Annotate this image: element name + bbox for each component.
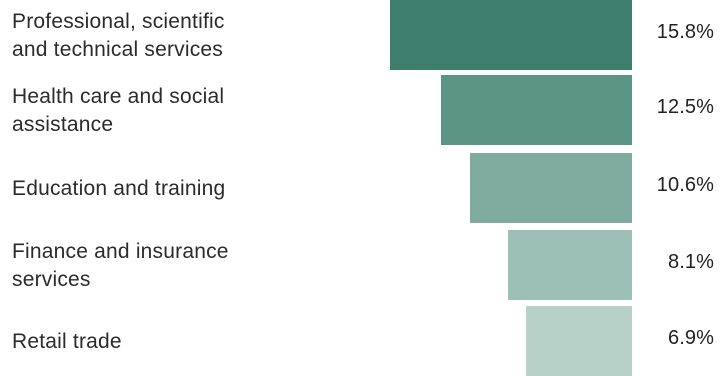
bar [508,230,632,300]
value-label: 12.5% [656,96,714,118]
value-label: 15.8% [656,21,714,43]
category-label: Professional, scientific and technical s… [12,10,225,61]
category-label: Retail trade [12,330,122,353]
bar [526,306,632,376]
value-label: 8.1% [668,251,714,273]
value-label: 10.6% [656,174,714,196]
category-label: Finance and insurance services [12,240,229,291]
value-label: 6.9% [668,327,714,349]
category-label: Education and training [12,177,226,200]
bar [390,0,632,70]
bar [470,153,632,223]
bar [441,75,632,145]
category-label: Health care and social assistance [12,85,225,136]
